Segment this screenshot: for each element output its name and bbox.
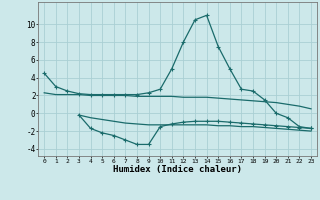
X-axis label: Humidex (Indice chaleur): Humidex (Indice chaleur) [113,165,242,174]
